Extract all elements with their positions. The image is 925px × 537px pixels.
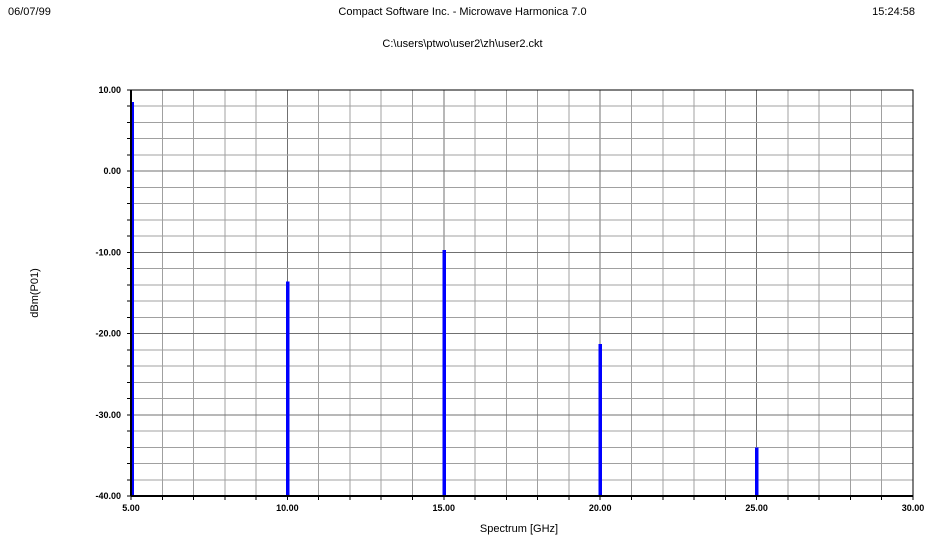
x-tick-label: 25.00 bbox=[745, 503, 768, 513]
spectrum-bar bbox=[442, 249, 446, 496]
y-tick-label: 10.00 bbox=[98, 85, 121, 95]
header-date: 06/07/99 bbox=[8, 6, 51, 18]
axes bbox=[127, 89, 914, 500]
y-tick-label: -20.00 bbox=[95, 329, 121, 339]
spectrum-bar bbox=[598, 344, 603, 496]
grid bbox=[130, 89, 914, 497]
y-tick-label: -40.00 bbox=[95, 491, 121, 501]
circuit-file-path: C:\users\ptwo\user2\zh\user2.ckt bbox=[382, 38, 543, 50]
tick-labels: 5.00 10.00 15.00 20.00 25.00 30.00 10.00 0.00 -1… bbox=[95, 85, 924, 513]
x-tick-label: 10.00 bbox=[276, 503, 299, 513]
y-tick-label: -30.00 bbox=[95, 410, 121, 420]
header-title: Compact Software Inc. - Microwave Harmon… bbox=[338, 6, 587, 18]
spectrum-bar bbox=[130, 102, 134, 497]
x-tick-label: 30.00 bbox=[902, 503, 925, 513]
bars bbox=[130, 102, 759, 497]
y-tick-label: 0.00 bbox=[103, 166, 121, 176]
y-tick-label: -10.00 bbox=[95, 247, 121, 257]
plot-frame bbox=[130, 89, 914, 497]
x-tick-label: 20.00 bbox=[589, 503, 612, 513]
y-axis-label: dBm(P01) bbox=[29, 268, 41, 318]
x-axis-label: Spectrum [GHz] bbox=[480, 523, 558, 535]
spectrum-bar bbox=[285, 281, 290, 496]
spectrum-bar bbox=[755, 447, 759, 496]
x-tick-label: 15.00 bbox=[433, 503, 456, 513]
x-tick-label: 5.00 bbox=[122, 503, 140, 513]
header-time: 15:24:58 bbox=[872, 6, 915, 18]
